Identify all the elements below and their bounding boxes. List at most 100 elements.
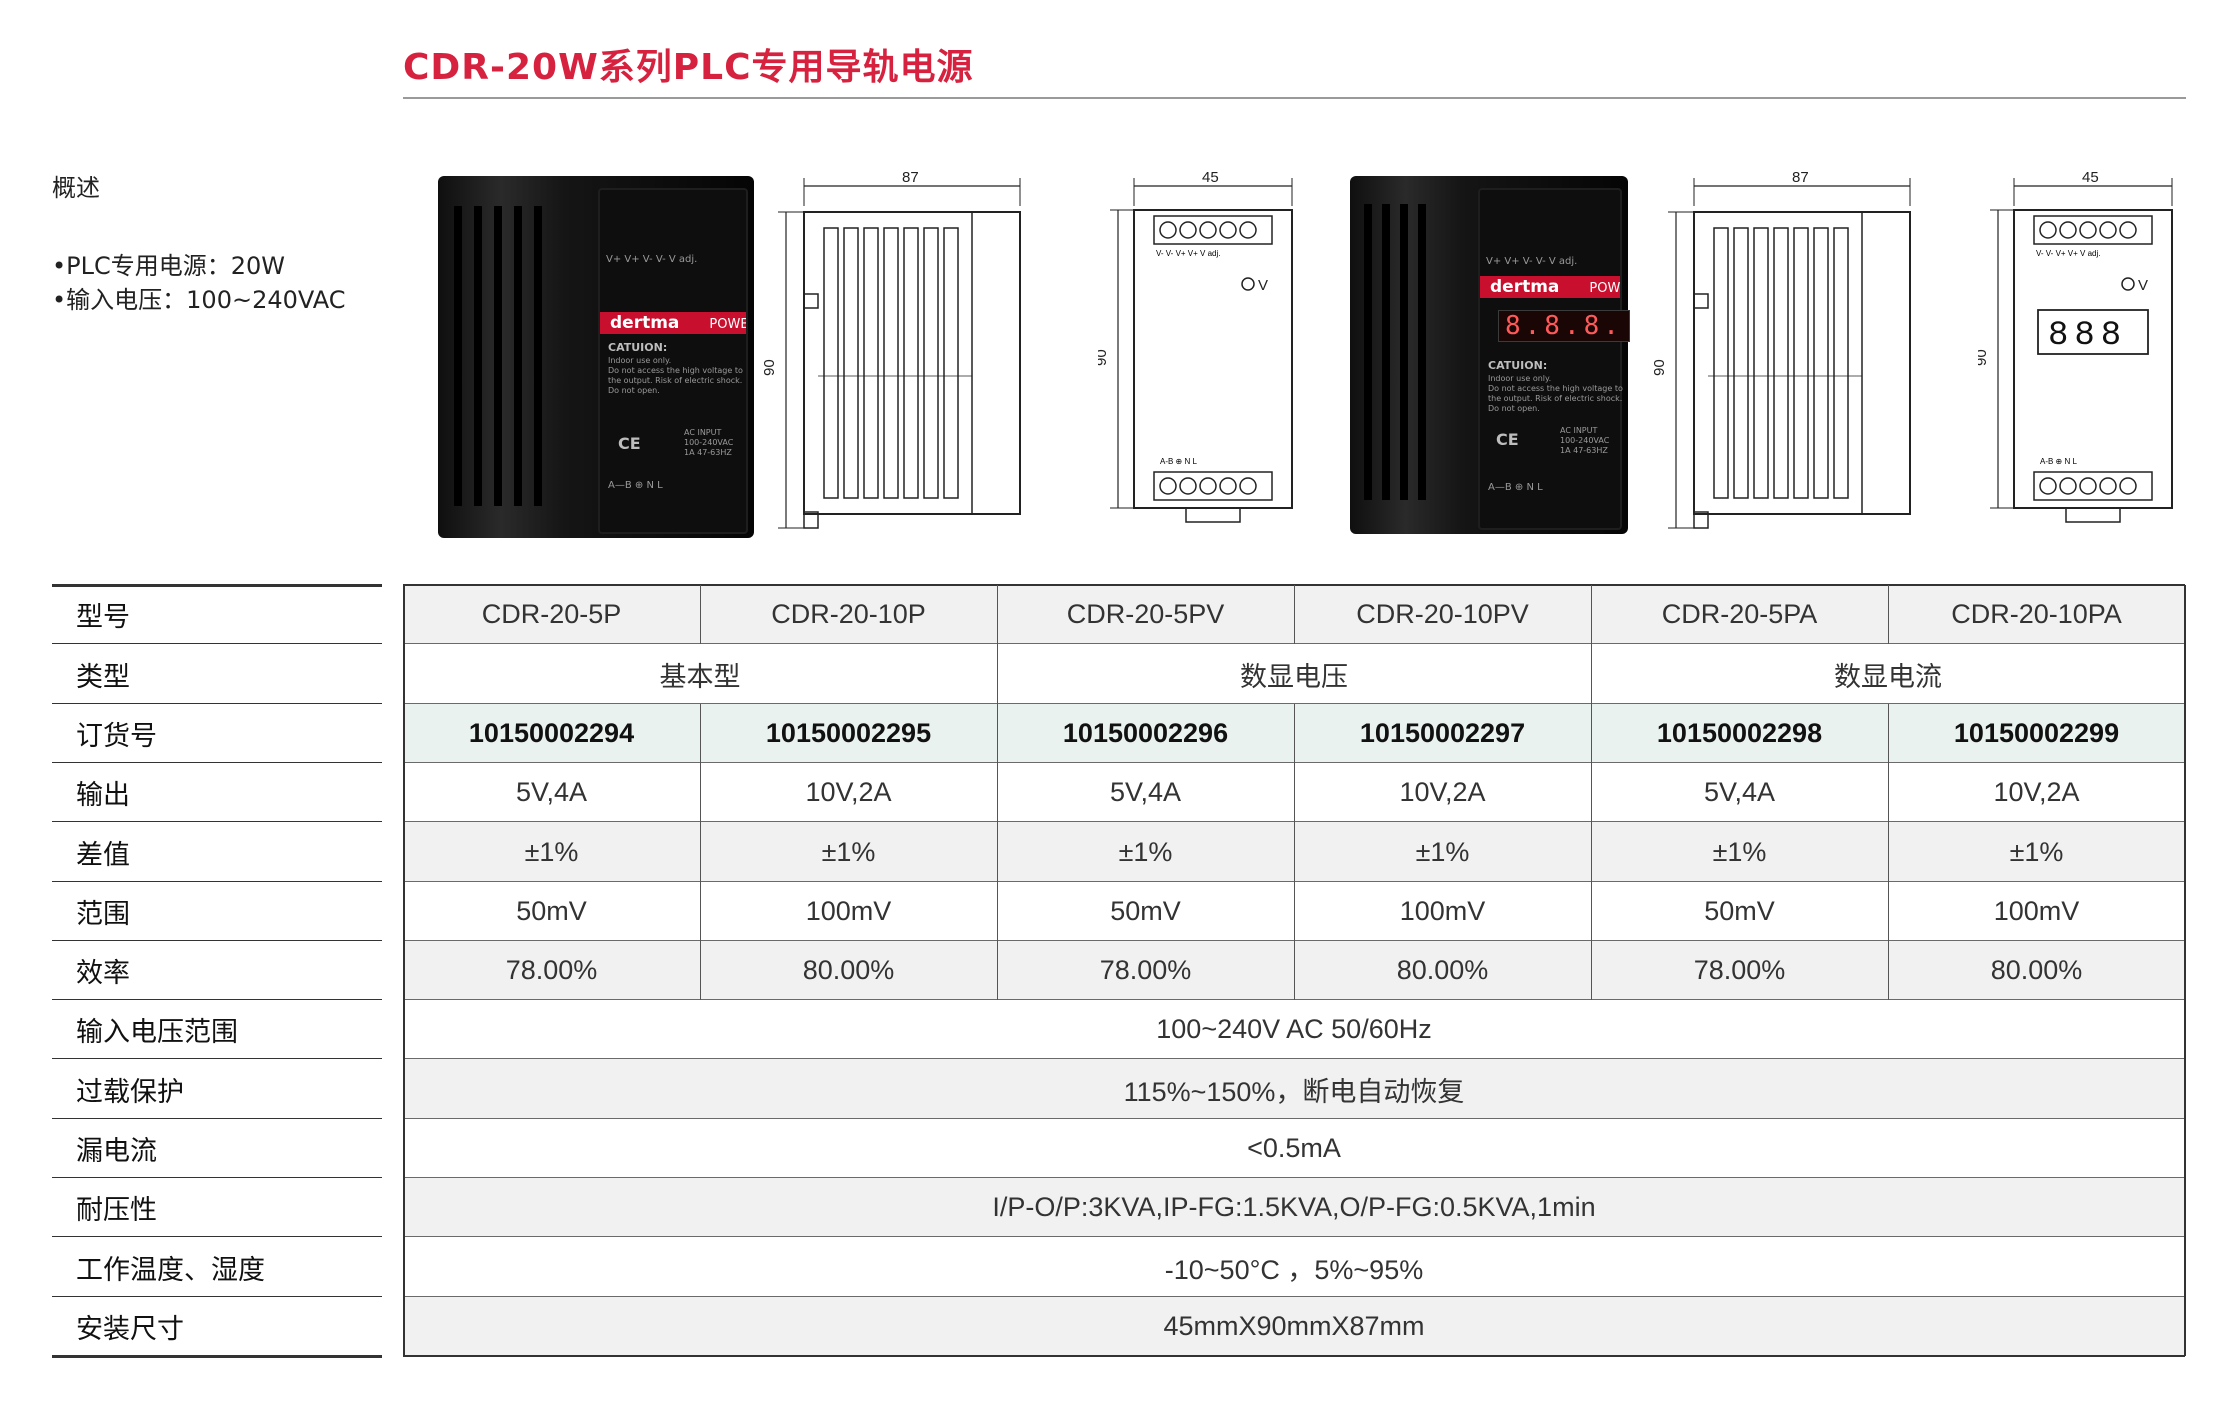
row-divider xyxy=(403,1296,2185,1297)
terminal-bottom-labels: A—B ⊕ N L xyxy=(1488,482,1543,493)
output-terminal-labels: V- V- V+ V+ V adj. xyxy=(2036,249,2100,258)
row-divider xyxy=(52,643,382,644)
table-row-band xyxy=(403,644,2185,704)
front-view-drawing-with-display: 45 90 V- V- V+ V+ V adj. V 888 A-B ⊕ N L xyxy=(1978,169,2173,523)
depth-dimension: 87 xyxy=(902,169,919,186)
overview-heading: 概述 xyxy=(52,174,100,202)
efficiency-cell: 78.00% xyxy=(1693,955,1786,985)
height-dimension: 90 xyxy=(1098,349,1110,366)
row-label: 类型 xyxy=(76,661,130,692)
overview-bullet-input: •输入电压：100~240VAC xyxy=(52,286,346,314)
row-label: 范围 xyxy=(76,899,130,929)
column-divider xyxy=(997,941,998,1000)
order-number-cell: 10150002294 xyxy=(468,718,635,748)
caution-line: the output. Risk of electric shock. xyxy=(1488,394,1623,403)
row-divider xyxy=(52,821,382,822)
order-number-cell: 10150002299 xyxy=(1953,718,2120,748)
order-number-cell: 10150002296 xyxy=(1062,718,1229,748)
column-divider xyxy=(1591,941,1592,1000)
row-divider xyxy=(52,999,382,1000)
output-cell: 5V,4A xyxy=(1703,777,1776,807)
model-cell: CDR-20-10P xyxy=(771,599,926,629)
caution-line: the output. Risk of electric shock. xyxy=(608,376,743,385)
temp-humidity-cell: -10~50°C ，5%~95% xyxy=(1164,1254,1424,1285)
row-divider xyxy=(403,1118,2185,1119)
adjust-knob-label: V xyxy=(2138,277,2148,294)
row-label: 输出 xyxy=(76,780,130,810)
column-divider xyxy=(1294,763,1295,822)
type-cell: 基本型 xyxy=(659,661,741,692)
display-digits: 888 xyxy=(2048,317,2127,355)
caution-line: Indoor use only. xyxy=(1488,374,1552,383)
width-dimension: 45 xyxy=(2082,169,2099,186)
input-terminal-labels: A-B ⊕ N L xyxy=(1160,457,1197,466)
row-divider xyxy=(52,762,382,763)
table-border xyxy=(403,585,405,1356)
column-divider xyxy=(997,644,998,704)
row-divider xyxy=(403,1177,2185,1178)
table-row-band xyxy=(403,1297,2185,1356)
ripple-cell: 100mV xyxy=(805,896,892,926)
row-divider xyxy=(52,940,382,941)
output-cell: 10V,2A xyxy=(1399,777,1486,807)
ac-input-title: AC INPUT xyxy=(684,428,722,437)
row-label: 订货号 xyxy=(76,721,157,751)
type-cell: 数显电压 xyxy=(1240,661,1348,692)
led-display: 8.8.8. xyxy=(1498,310,1630,342)
output-cell: 5V,4A xyxy=(515,777,588,807)
output-cell: 10V,2A xyxy=(805,777,892,807)
column-divider xyxy=(1888,882,1889,941)
column-divider xyxy=(997,763,998,822)
row-label: 输入电压范围 xyxy=(76,1017,238,1047)
model-cell: CDR-20-10PV xyxy=(1356,599,1529,629)
output-terminal-labels: V- V- V+ V+ V adj. xyxy=(1156,249,1220,258)
row-label: 过载保护 xyxy=(76,1076,184,1107)
row-label: 工作温度、湿度 xyxy=(76,1254,265,1285)
ac-input-line: 1A 47-63HZ xyxy=(684,448,732,457)
caution-line: Do not access the high voltage to xyxy=(608,366,743,375)
row-divider xyxy=(403,1058,2185,1059)
column-divider xyxy=(1591,644,1592,704)
adjust-knob-label: V xyxy=(1258,277,1268,294)
column-divider xyxy=(1591,585,1592,644)
column-divider xyxy=(1888,941,1889,1000)
tolerance-cell: ±1% xyxy=(1118,836,1173,867)
column-divider xyxy=(1294,822,1295,882)
withstand-cell: I/P-O/P:3KVA,IP-FG:1.5KVA,O/P-FG:0.5KVA,… xyxy=(992,1192,1596,1222)
efficiency-cell: 80.00% xyxy=(802,955,895,985)
height-dimension: 90 xyxy=(762,359,778,376)
row-label: 漏电流 xyxy=(76,1136,157,1166)
row-divider xyxy=(52,703,382,704)
table-row-band xyxy=(403,1119,2185,1178)
column-divider xyxy=(1888,704,1889,763)
overview-bullet-power: •PLC专用电源：20W xyxy=(52,252,286,280)
overload-cell: 115%~150%，断电自动恢复 xyxy=(1123,1076,1465,1107)
caution-line: Indoor use only. xyxy=(608,356,672,365)
row-label: 差值 xyxy=(76,839,130,870)
tolerance-cell: ±1% xyxy=(524,836,579,867)
row-divider xyxy=(52,881,382,882)
row-label: 效率 xyxy=(76,958,130,988)
page-title: CDR-20W系列PLC专用导轨电源 xyxy=(403,47,974,88)
side-view-drawing: 87 90 xyxy=(762,169,1021,529)
model-cell: CDR-20-5PV xyxy=(1066,599,1225,629)
ripple-cell: 50mV xyxy=(1704,896,1775,926)
column-divider xyxy=(997,704,998,763)
terminal-top-labels: V+ V+ V- V- V adj. xyxy=(606,254,698,265)
dimensions-cell: 45mmX90mmX87mm xyxy=(1163,1311,1425,1341)
column-divider xyxy=(700,585,701,644)
row-divider xyxy=(52,584,382,587)
row-divider xyxy=(403,1355,2185,1357)
row-label: 型号 xyxy=(76,602,130,632)
column-divider xyxy=(700,941,701,1000)
column-divider xyxy=(700,704,701,763)
column-divider xyxy=(997,822,998,882)
caution-line: Do not open. xyxy=(1488,404,1540,413)
order-number-cell: 10150002298 xyxy=(1656,718,1823,748)
column-divider xyxy=(1294,704,1295,763)
caution-title: CATUION: xyxy=(1488,359,1548,372)
caution-title: CATUION: xyxy=(608,341,668,354)
overview-block: 概述 •PLC专用电源：20W •输入电压：100~240VAC xyxy=(52,168,346,317)
row-divider xyxy=(52,1355,382,1358)
power-supply-label: POWER SUPPLY xyxy=(709,317,746,332)
